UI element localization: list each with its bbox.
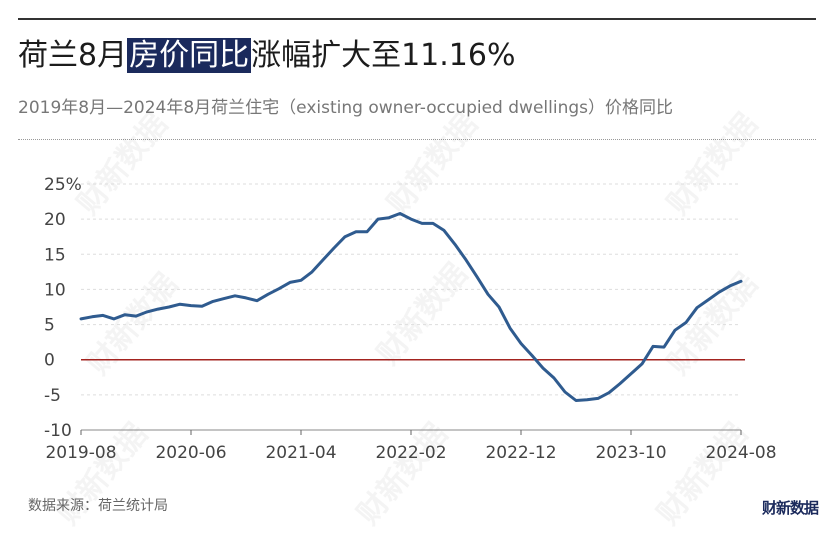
x-tick-label: 2019-08 <box>45 443 116 463</box>
x-tick-label: 2022-12 <box>485 443 556 463</box>
y-tick-label: 0 <box>44 351 55 371</box>
y-tick-label: 5 <box>44 316 55 336</box>
y-tick-label: -5 <box>44 386 61 406</box>
title-suffix: 涨幅扩大至11.16% <box>251 38 516 73</box>
x-tick-label: 2022-02 <box>375 443 446 463</box>
dotted-divider <box>18 139 816 140</box>
title-prefix: 荷兰8月 <box>18 38 128 73</box>
y-tick-label: 20 <box>44 210 66 230</box>
top-rule <box>18 18 816 20</box>
x-tick-label: 2021-04 <box>265 443 336 463</box>
y-tick-label: 15 <box>44 245 66 265</box>
x-tick-label: 2023-10 <box>595 443 666 463</box>
source-note: 数据来源：荷兰统计局 <box>28 498 168 514</box>
chart-subtitle: 2019年8月—2024年8月荷兰住宅（existing owner-occup… <box>18 98 673 118</box>
x-tick-label: 2020-06 <box>155 443 226 463</box>
y-tick-label: 25% <box>44 175 82 195</box>
y-tick-label: 10 <box>44 280 66 300</box>
title-highlight: 房价同比 <box>127 38 252 73</box>
series-line-0 <box>79 212 743 402</box>
y-tick-label: -10 <box>44 421 72 441</box>
brand-logo: 财新数据 <box>761 499 819 517</box>
x-tick-label: 2024-08 <box>705 443 776 463</box>
chart-title: 荷兰8月房价同比涨幅扩大至11.16% <box>18 36 515 76</box>
